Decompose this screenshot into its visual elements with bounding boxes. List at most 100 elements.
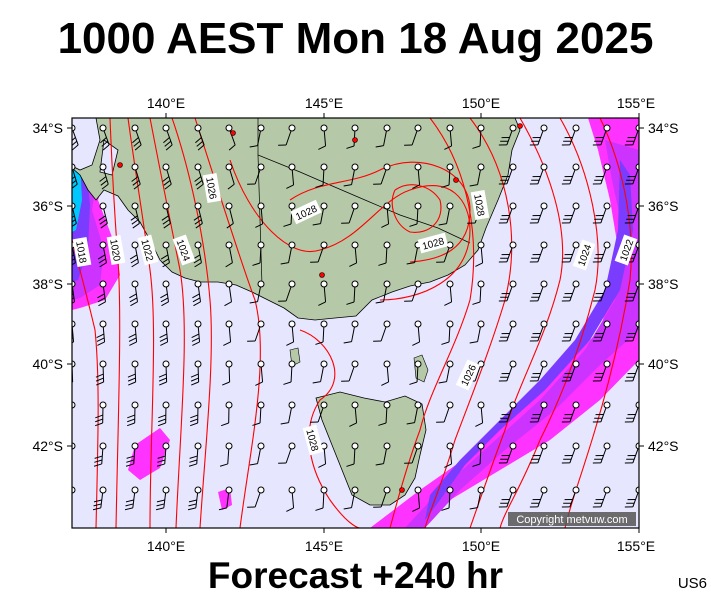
wind-barb	[498, 163, 517, 185]
wind-barb	[441, 486, 454, 511]
wind-barb	[412, 486, 422, 512]
wind-barb	[412, 320, 422, 346]
svg-text:42°S: 42°S	[32, 438, 63, 454]
wind-barb	[624, 401, 639, 423]
wind-barb	[472, 280, 485, 305]
wind-barb	[225, 163, 235, 190]
city-markers	[117, 123, 523, 493]
wind-barb	[404, 442, 422, 464]
copyright-box: Copyright metvuw.com	[508, 512, 636, 526]
wind-barb	[131, 124, 142, 151]
wind-barb	[247, 486, 265, 508]
svg-text:36°S: 36°S	[648, 198, 679, 214]
wind-barb	[529, 202, 548, 224]
wind-barb	[498, 202, 517, 224]
wind-barb	[444, 442, 454, 468]
wind-barb	[96, 320, 107, 346]
wind-barb	[343, 320, 359, 344]
wind-barb	[193, 202, 203, 229]
wind-barb	[561, 442, 580, 464]
wind-barb	[469, 163, 485, 187]
wind-barb	[155, 486, 170, 511]
svg-text:1028: 1028	[471, 193, 486, 217]
wind-barb	[283, 202, 296, 227]
wind-barb	[341, 202, 359, 224]
wind-barb	[498, 486, 517, 508]
svg-text:140°E: 140°E	[147, 95, 185, 111]
wind-barbs	[72, 124, 639, 512]
wind-barb	[498, 124, 517, 146]
wind-barb	[312, 202, 328, 226]
wind-barb	[346, 280, 359, 305]
wind-barb	[286, 486, 296, 512]
wind-barb	[280, 241, 296, 265]
wind-barb	[561, 241, 580, 263]
wind-barb	[130, 202, 140, 229]
wind-barb	[286, 163, 296, 189]
wind-barb	[220, 401, 233, 427]
wind-barb	[561, 401, 580, 423]
wind-barb	[252, 401, 265, 426]
wind-barb	[125, 442, 139, 467]
wind-barb	[222, 360, 233, 386]
wind-barb	[561, 202, 580, 224]
wind-barb	[283, 360, 296, 385]
wind-barb	[99, 124, 110, 151]
wind-barb	[592, 442, 611, 464]
map-panel: 1018 1020 1022 1024 1026 1028 1028 1028 …	[72, 118, 639, 528]
wind-barb	[592, 360, 611, 382]
wind-barb	[498, 241, 517, 263]
wind-barb	[97, 241, 107, 268]
svg-text:38°S: 38°S	[32, 276, 63, 292]
wind-barb	[93, 442, 107, 467]
wind-barb	[72, 280, 76, 304]
svg-text:150°E: 150°E	[462, 538, 500, 554]
svg-text:155°E: 155°E	[617, 538, 655, 554]
wind-barb	[529, 360, 548, 382]
wind-barb	[286, 320, 296, 346]
wind-barb	[156, 442, 170, 467]
wind-barb	[378, 241, 391, 266]
wind-barb	[624, 320, 639, 342]
wind-barb	[157, 401, 170, 427]
wind-barb	[310, 241, 328, 263]
model-code: US6	[677, 575, 707, 592]
svg-text:1018: 1018	[73, 240, 88, 264]
wind-barb	[346, 124, 359, 149]
wind-barb	[592, 124, 611, 146]
svg-text:1020: 1020	[107, 238, 122, 262]
wind-barb	[224, 280, 233, 307]
wind-barb	[315, 320, 328, 345]
wind-barb	[161, 202, 171, 229]
wind-barb	[188, 442, 202, 467]
wind-barb	[225, 124, 236, 151]
wind-barb	[438, 202, 454, 226]
wind-barb	[592, 241, 611, 263]
wind-barb	[190, 360, 202, 386]
wind-barb	[592, 320, 611, 342]
wind-barb	[341, 360, 359, 382]
wind-barb	[624, 442, 639, 464]
wind-barb	[127, 360, 139, 386]
wind-barb	[475, 241, 485, 267]
wind-barb	[592, 280, 611, 302]
wind-barb	[529, 442, 548, 464]
wind-barb	[409, 202, 422, 227]
wind-barb	[436, 241, 454, 263]
wind-barb	[124, 486, 139, 511]
isobars	[72, 118, 632, 528]
svg-text:145°E: 145°E	[305, 95, 343, 111]
wind-barb	[529, 280, 548, 302]
wind-barb	[343, 486, 359, 510]
wind-barb	[72, 486, 76, 495]
svg-text:42°S: 42°S	[648, 438, 679, 454]
wind-barb	[72, 163, 78, 189]
wind-barb	[498, 280, 517, 302]
wind-barb	[315, 486, 328, 511]
wind-barb	[624, 163, 639, 185]
wind-barb	[94, 401, 107, 427]
wind-barb	[318, 124, 328, 150]
wind-barb	[255, 202, 265, 228]
wind-barb	[469, 320, 485, 344]
lat-labels-right: 34°S 36°S 38°S 40°S 42°S	[648, 120, 679, 454]
